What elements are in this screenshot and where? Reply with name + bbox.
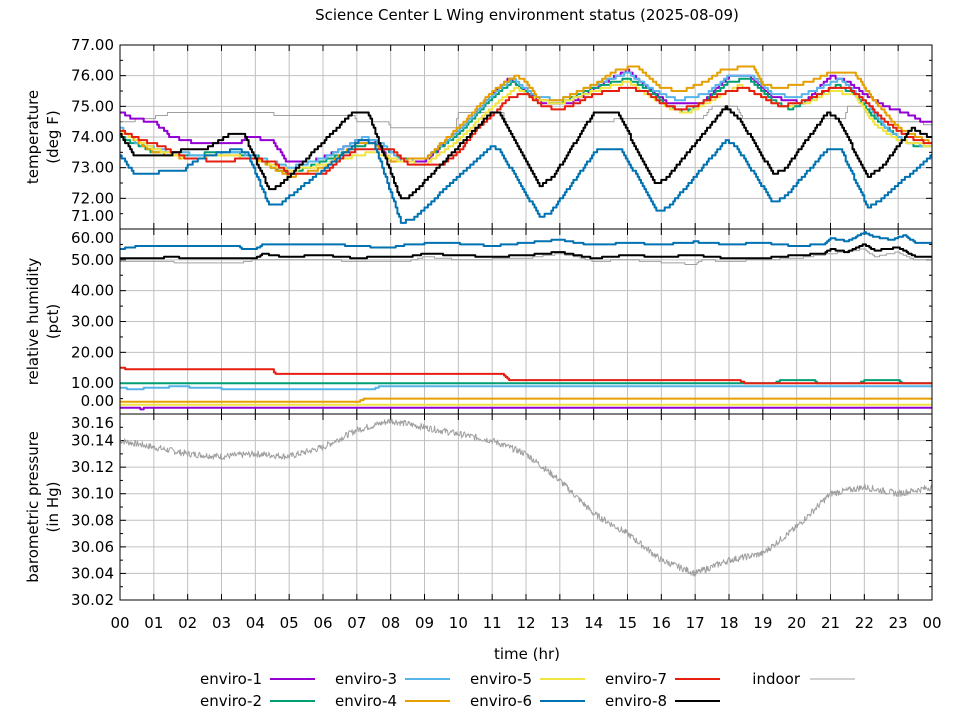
x-tick-label: 16 [652, 614, 671, 632]
x-tick-label: 09 [415, 614, 434, 632]
series-line-enviro-3 [120, 385, 932, 391]
y-axis-label: relative humidity [24, 258, 42, 386]
legend-entry-enviro-2: enviro-2 [200, 692, 315, 710]
x-tick-label: 18 [719, 614, 738, 632]
y-axis-label: barometric pressure [24, 431, 42, 583]
y-tick-label: 30.16 [71, 414, 114, 432]
series-line-enviro-6 [120, 231, 932, 250]
panel-1: 72.00 73.00 74.00 75.00 76.00 77.00 71.00 tempe… [24, 36, 933, 230]
y-tick-label: 30.04 [71, 564, 114, 582]
series-line-enviro-6 [120, 139, 932, 224]
legend-entry-enviro-4: enviro-4 [335, 692, 450, 710]
x-tick-label: 20 [787, 614, 806, 632]
y-tick-label: 30.02 [71, 591, 114, 609]
legend-label: enviro-4 [335, 692, 397, 710]
x-tick-label: 02 [178, 614, 197, 632]
x-tick-label: 06 [313, 614, 332, 632]
x-tick-label: 04 [246, 614, 265, 632]
series-line-indoor [120, 105, 932, 129]
y-tick-label: 73.00 [71, 159, 114, 177]
legend-label: indoor [752, 670, 801, 688]
y-tick-label: 30.12 [71, 458, 114, 476]
y-tick-label: 74.00 [71, 128, 114, 146]
legend-entry-indoor: indoor [752, 670, 855, 688]
legend-entry-enviro-7: enviro-7 [605, 670, 720, 688]
y-axis-label: temperature [24, 90, 42, 184]
legend-label: enviro-3 [335, 670, 397, 688]
y-tick-label: 76.00 [71, 67, 114, 85]
y-tick-label: 30.08 [71, 511, 114, 529]
x-tick-label: 08 [381, 614, 400, 632]
legend-label: enviro-7 [605, 670, 667, 688]
series-line-enviro-8 [120, 243, 932, 260]
x-tick-label: 15 [618, 614, 637, 632]
legend-label: enviro-1 [200, 670, 262, 688]
legend-label: enviro-6 [470, 692, 532, 710]
legend-entry-enviro-6: enviro-6 [470, 692, 585, 710]
legend-entry-enviro-1: enviro-1 [200, 670, 315, 688]
y-tick-label: 20.00 [71, 343, 114, 361]
y-axis-label-unit: (in Hg) [44, 482, 62, 533]
x-tick-label: 01 [144, 614, 163, 632]
panel-3: 30.02 30.04 30.06 30.08 30.10 30.12 30.1430.16… [24, 413, 933, 609]
y-tick-label: 30.14 [71, 432, 114, 450]
x-tick-label: 23 [889, 614, 908, 632]
x-tick-label: 03 [212, 614, 231, 632]
y-tick-label: 60.00 [71, 229, 114, 247]
y-tick-label: 40.00 [71, 282, 114, 300]
legend-entry-enviro-5: enviro-5 [470, 670, 585, 688]
y-tick-label: 50.00 [71, 251, 114, 269]
x-axis-label: time (hr) [494, 645, 560, 663]
x-tick-label: 00 [922, 614, 941, 632]
panel-frame [119, 413, 933, 601]
x-tick-label: 07 [347, 614, 366, 632]
x-tick-label: 13 [550, 614, 569, 632]
panel-2: 10.00 20.00 30.00 40.00 50.00 60.00 0.00 relati… [24, 228, 933, 415]
x-tick-label: 05 [280, 614, 299, 632]
series-line-enviro-1 [120, 406, 932, 411]
y-tick-label: 72.00 [71, 189, 114, 207]
x-tick-label: 10 [449, 614, 468, 632]
y-axis-label-unit: (deg F) [44, 110, 62, 163]
y-tick-label: 30.10 [71, 485, 114, 503]
series-line-enviro-2 [120, 379, 932, 385]
x-tick-label: 14 [584, 614, 603, 632]
x-tick-label: 21 [821, 614, 840, 632]
x-tick-label: 19 [753, 614, 772, 632]
series-line-enviro-4 [120, 397, 932, 403]
x-tick-label: 17 [686, 614, 705, 632]
series-line-enviro-8 [120, 105, 932, 200]
x-tick-label: 22 [855, 614, 874, 632]
y-tick-label: 71.00 [71, 207, 114, 225]
series-line-indoor [120, 248, 932, 265]
y-tick-label: 10.00 [71, 374, 114, 392]
legend-label: enviro-8 [605, 692, 667, 710]
x-tick-label: 11 [483, 614, 502, 632]
y-tick-label: 30.06 [71, 538, 114, 556]
legend-label: enviro-5 [470, 670, 532, 688]
y-tick-label: 75.00 [71, 97, 114, 115]
series-line-indoor [120, 418, 932, 577]
y-tick-label: 0.00 [81, 392, 114, 410]
y-axis-label-unit: (pct) [44, 304, 62, 339]
series-line-enviro-7 [120, 366, 932, 385]
x-tick-label: 00 [110, 614, 129, 632]
y-tick-label: 30.00 [71, 313, 114, 331]
x-tick-label: 12 [516, 614, 535, 632]
legend-entry-enviro-3: enviro-3 [335, 670, 450, 688]
chart-title: Science Center L Wing environment status… [315, 6, 739, 24]
legend-entry-enviro-8: enviro-8 [605, 692, 720, 710]
series-line-enviro-7 [120, 86, 932, 175]
legend-label: enviro-2 [200, 692, 262, 710]
y-tick-label: 77.00 [71, 36, 114, 54]
